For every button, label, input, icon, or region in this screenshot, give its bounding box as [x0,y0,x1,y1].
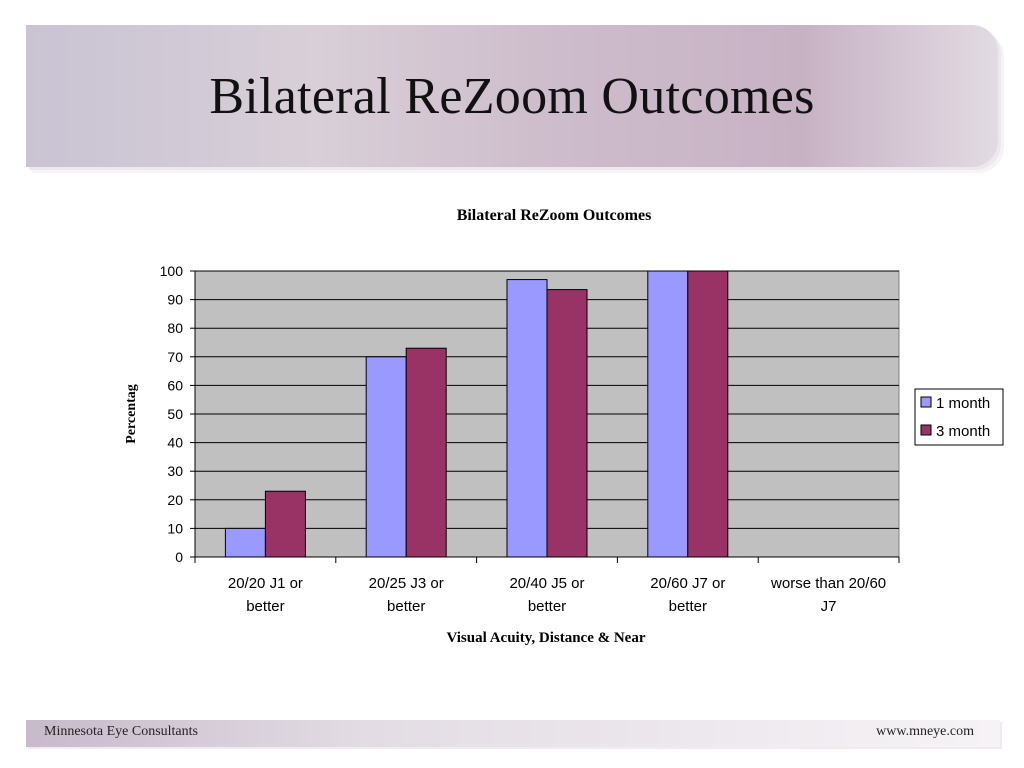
x-category-label: 20/40 J5 or [509,575,584,592]
x-category-label: worse than 20/60 [770,575,886,592]
x-axis-label: Visual Acuity, Distance & Near [446,630,645,646]
footer-website: www.mneye.com [876,724,974,739]
bar-1-month [506,279,548,558]
legend-label-1-month: 1 month [936,395,990,412]
legend-swatch-3-month [920,424,932,436]
x-category-label: 20/60 J7 or [650,575,725,592]
bar-3-month [264,490,306,558]
x-category-label: better [669,598,707,615]
legend: 1 month 3 month [914,388,1004,446]
bar-1-month [365,356,407,558]
title-banner: Bilateral ReZoom Outcomes [26,25,998,167]
x-category-label: better [387,598,425,615]
y-tick-label: 60 [167,377,183,393]
bar-3-month [546,289,588,558]
bar-3-month [687,270,729,558]
x-category-label: 20/20 J1 or [228,575,303,592]
chart-title: Bilateral ReZoom Outcomes [457,207,652,224]
slide-title: Bilateral ReZoom Outcomes [209,67,815,125]
y-tick-label: 90 [167,292,183,308]
legend-label-3-month: 3 month [936,423,990,440]
bar-3-month [405,347,447,558]
x-category-label: better [246,598,284,615]
bar-1-month [647,270,689,558]
bar-chart: Bilateral ReZoom Outcomes 0 10 20 30 40 50 60 7… [124,207,1004,646]
x-category-label: 20/25 J3 or [369,575,444,592]
x-category-label: better [528,598,566,615]
footer-company-name: Minnesota Eye Consultants [44,724,198,739]
footer-bar [26,720,1000,747]
y-tick-label: 10 [167,520,183,536]
y-tick-label: 20 [167,492,183,508]
y-tick-label: 0 [175,549,183,565]
y-tick-label: 80 [167,320,183,336]
y-tick-label: 50 [167,406,183,422]
y-tick-label: 30 [167,463,183,479]
x-category-label: J7 [821,598,837,615]
bar-1-month [224,527,266,558]
legend-swatch-1-month [920,396,932,408]
axes: 0 10 20 30 40 50 60 70 80 90 100 20/20 J1 or better 2… [160,263,900,615]
y-tick-label: 70 [167,349,183,365]
y-axis-label: Percentag [124,384,139,444]
y-tick-label: 40 [167,435,183,451]
y-tick-label: 100 [160,263,184,279]
